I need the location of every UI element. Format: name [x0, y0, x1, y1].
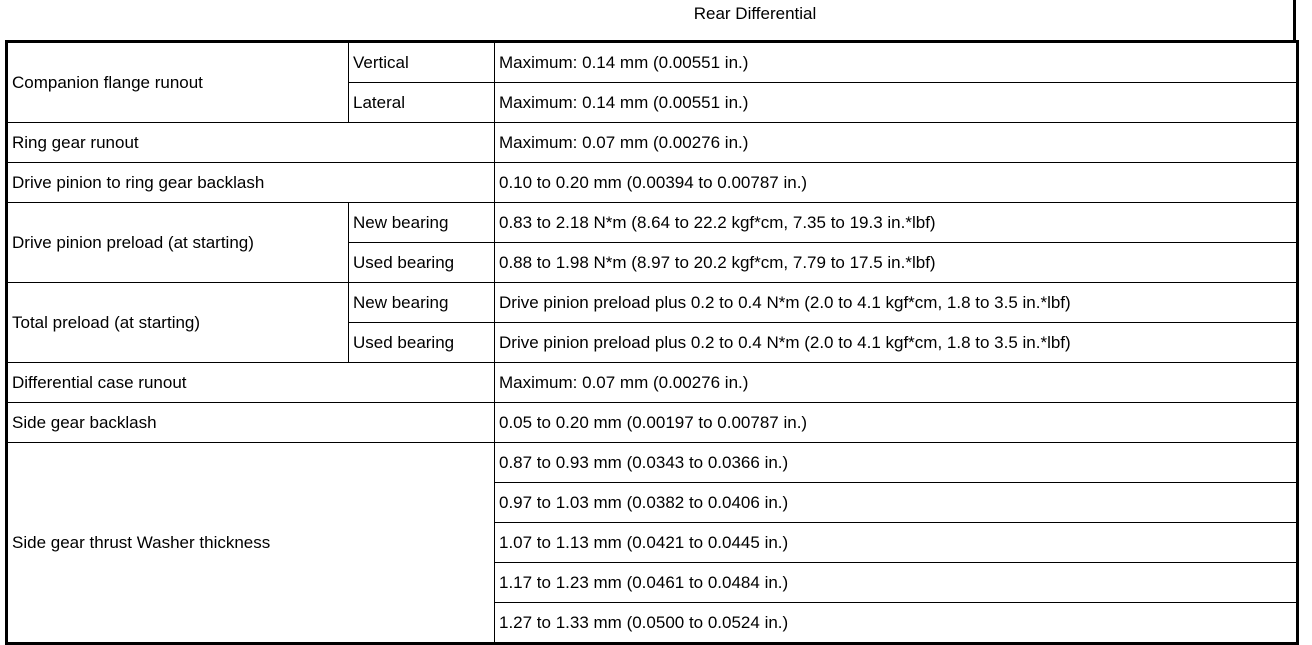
- value-case-runout: Maximum: 0.07 mm (0.00276 in.): [494, 362, 1298, 403]
- sub-label-new-bearing: New bearing: [348, 202, 495, 243]
- table-row: Side gear thrust Washer thickness 0.87 t…: [6, 442, 1298, 644]
- row-label-total-preload: Total preload (at starting): [6, 282, 349, 363]
- value-side-gear-backlash: 0.05 to 0.20 mm (0.00197 to 0.00787 in.): [494, 402, 1298, 443]
- table-row: Differential case runout Maximum: 0.07 m…: [6, 362, 1298, 403]
- row-label-ring-gear-runout: Ring gear runout: [6, 122, 495, 163]
- table-row: Drive pinion to ring gear backlash 0.10 …: [6, 162, 1298, 203]
- table-row: Total preload (at starting) New bearing …: [6, 282, 1298, 363]
- value-thrust-washer: 1.27 to 1.33 mm (0.0500 to 0.0524 in.): [494, 602, 1298, 644]
- value-total-preload-new: Drive pinion preload plus 0.2 to 0.4 N*m…: [494, 282, 1298, 323]
- value-thrust-washer: 1.17 to 1.23 mm (0.0461 to 0.0484 in.): [494, 562, 1298, 603]
- table-row: 0.97 to 1.03 mm (0.0382 to 0.0406 in.): [7, 482, 1298, 523]
- value-pinion-preload-used: 0.88 to 1.98 N*m (8.97 to 20.2 kgf*cm, 7…: [494, 242, 1298, 283]
- table-row: Lateral Maximum: 0.14 mm (0.00551 in.): [7, 82, 1298, 123]
- spec-table: Companion flange runout Vertical Maximum…: [5, 40, 1299, 645]
- row-label-pinion-preload: Drive pinion preload (at starting): [6, 202, 349, 283]
- row-label-companion-flange: Companion flange runout: [6, 41, 349, 123]
- sub-label-new-bearing: New bearing: [348, 282, 495, 323]
- value-pinion-preload-new: 0.83 to 2.18 N*m (8.64 to 22.2 kgf*cm, 7…: [494, 202, 1298, 243]
- table-row: 1.17 to 1.23 mm (0.0461 to 0.0484 in.): [7, 562, 1298, 603]
- sub-label-used-bearing: Used bearing: [348, 242, 495, 283]
- sub-label-lateral: Lateral: [348, 82, 495, 123]
- right-edge-line: [1293, 0, 1296, 42]
- row-label-case-runout: Differential case runout: [6, 362, 495, 403]
- value-companion-vertical: Maximum: 0.14 mm (0.00551 in.): [494, 41, 1298, 83]
- sub-label-used-bearing: Used bearing: [348, 322, 495, 363]
- value-thrust-washer: 0.97 to 1.03 mm (0.0382 to 0.0406 in.): [494, 482, 1298, 523]
- table-row: Side gear backlash 0.05 to 0.20 mm (0.00…: [6, 402, 1298, 443]
- table-row: Ring gear runout Maximum: 0.07 mm (0.002…: [6, 122, 1298, 163]
- value-total-preload-used: Drive pinion preload plus 0.2 to 0.4 N*m…: [494, 322, 1298, 363]
- value-thrust-washer: 0.87 to 0.93 mm (0.0343 to 0.0366 in.): [494, 442, 1298, 483]
- row-label-backlash: Drive pinion to ring gear backlash: [6, 162, 495, 203]
- value-ring-gear-runout: Maximum: 0.07 mm (0.00276 in.): [494, 122, 1298, 163]
- table-row: 1.07 to 1.13 mm (0.0421 to 0.0445 in.): [7, 522, 1298, 563]
- table-row: Used bearing Drive pinion preload plus 0…: [7, 322, 1298, 363]
- row-label-thrust-washer: Side gear thrust Washer thickness: [6, 442, 495, 644]
- table-row: 1.27 to 1.33 mm (0.0500 to 0.0524 in.): [7, 602, 1298, 644]
- page-title: Rear Differential: [693, 4, 817, 23]
- value-companion-lateral: Maximum: 0.14 mm (0.00551 in.): [494, 82, 1298, 123]
- value-thrust-washer: 1.07 to 1.13 mm (0.0421 to 0.0445 in.): [494, 522, 1298, 563]
- sub-label-vertical: Vertical: [348, 41, 495, 83]
- row-label-side-gear-backlash: Side gear backlash: [6, 402, 495, 443]
- table-row: Used bearing 0.88 to 1.98 N*m (8.97 to 2…: [7, 242, 1298, 283]
- value-backlash: 0.10 to 0.20 mm (0.00394 to 0.00787 in.): [494, 162, 1298, 203]
- table-row: Drive pinion preload (at starting) New b…: [6, 202, 1298, 283]
- table-row: Companion flange runout Vertical Maximum…: [6, 41, 1298, 123]
